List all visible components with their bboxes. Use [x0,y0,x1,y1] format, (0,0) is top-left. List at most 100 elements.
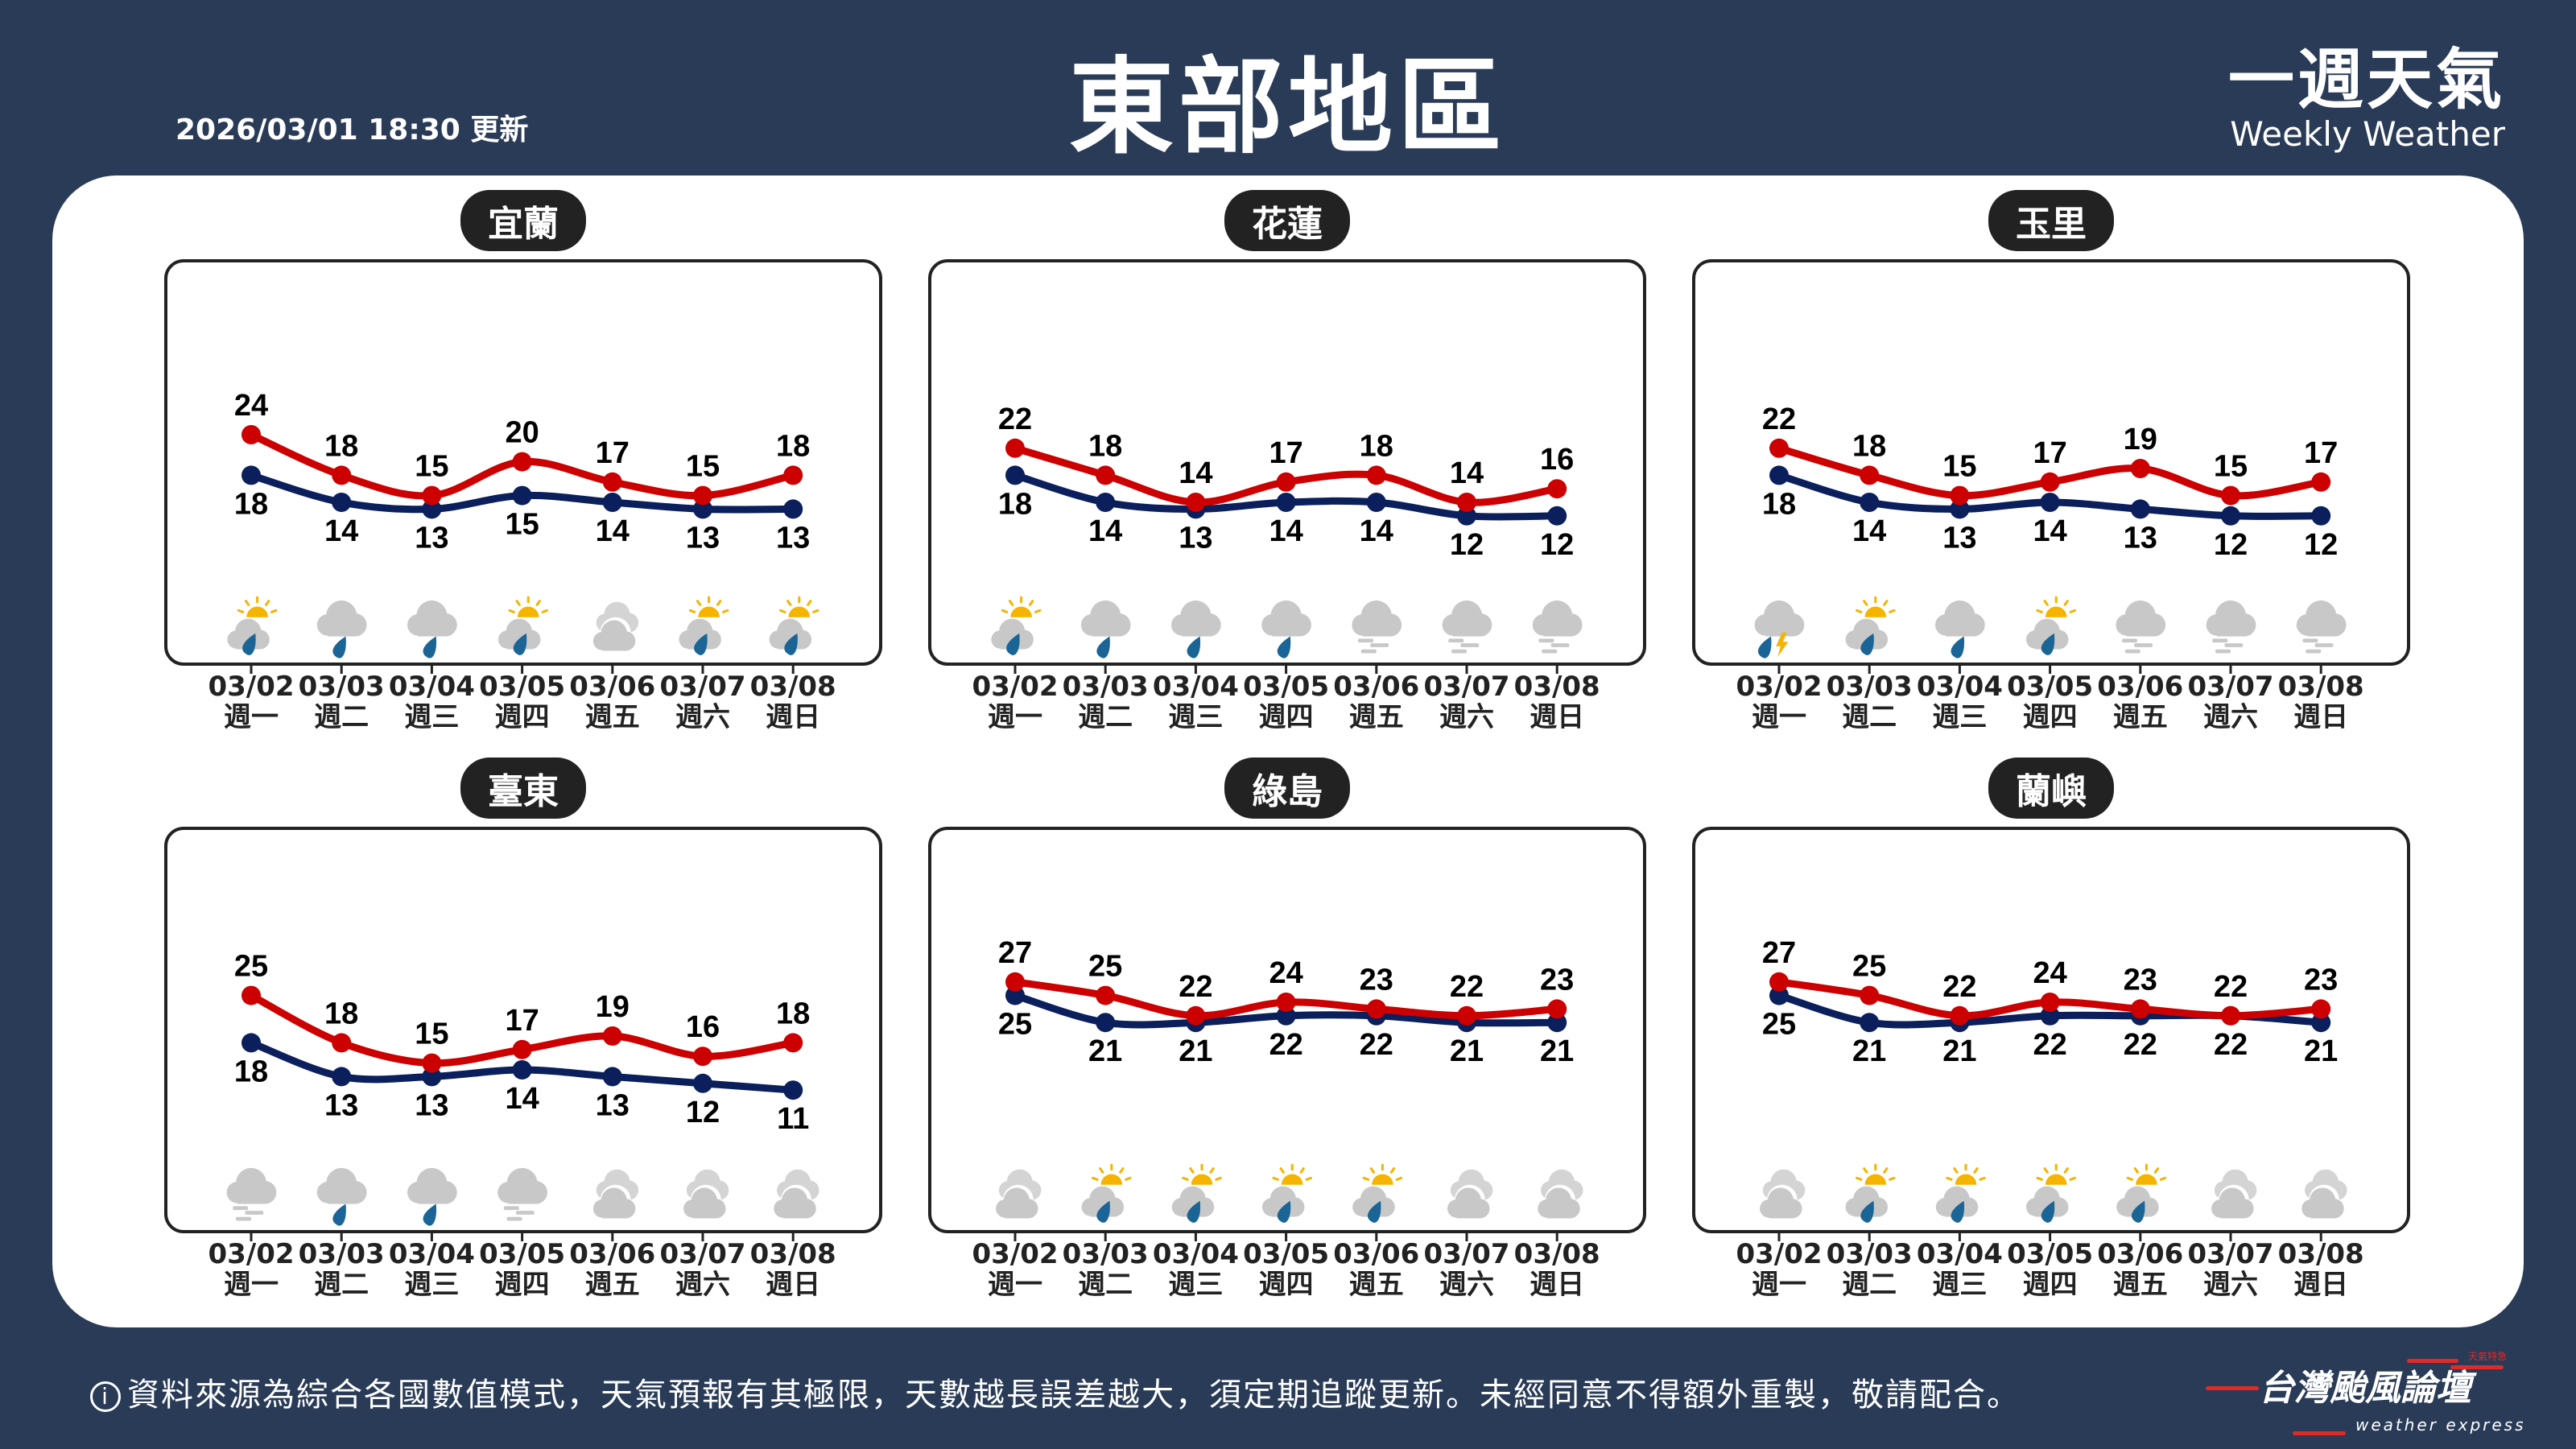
weekday-label: 週五 [1348,1269,1404,1301]
fog-icon [1352,600,1402,654]
partly-cloudy-rain-icon [1845,596,1896,655]
date-label: 03/02 [1736,1238,1823,1270]
high-temp-label: 17 [505,1004,539,1038]
low-temp-label: 22 [2124,1028,2157,1062]
low-temp-label: 21 [1179,1034,1212,1068]
partly-cloudy-rain-icon [1935,1163,1986,1223]
high-temp-label: 22 [1450,970,1484,1004]
high-temp-label: 18 [324,429,358,463]
weekday-label: 週日 [1530,701,1585,733]
low-temp-label: 12 [2214,528,2248,562]
date-label: 03/02 [972,1238,1059,1270]
low-temp-label: 12 [1540,528,1574,562]
low-temp-label: 22 [2214,1028,2248,1062]
high-temp-label: 17 [596,436,630,470]
high-temp-label: 16 [1540,443,1574,477]
temperature-chart: 25 21 21 22 22 22 21 27 25 22 24 23 22 23 [1760,936,2347,1241]
high-temp-point [512,1039,532,1059]
high-temp-point [1457,493,1476,512]
brand-en: Weekly Weather [2230,114,2505,154]
low-temp-point [1950,499,1970,519]
high-temp-label: 25 [234,950,268,984]
x-tick-label: 03/06 週五 [564,671,661,733]
high-temp-point [1769,972,1789,992]
date-label: 03/07 [2187,1238,2274,1270]
low-temp-label: 22 [1269,1028,1302,1062]
date-label: 03/04 [1152,671,1239,703]
low-temp-label: 14 [596,514,630,548]
high-temp-point [2311,999,2331,1019]
high-temp-label: 19 [596,990,630,1024]
x-tick-label: 03/05 週四 [1238,1239,1335,1300]
x-tick-label: 03/02 週一 [203,1239,299,1300]
low-temp-label: 18 [234,1055,268,1088]
partly-cloudy-rain-icon [2025,1163,2076,1223]
logo-stripe [2293,1431,2346,1435]
weekday-label: 週四 [2022,1269,2078,1301]
high-temp-point [1186,493,1206,512]
weekday-label: 週六 [2203,701,2258,733]
low-temp-point [1096,493,1116,512]
low-temp-label: 14 [2033,514,2066,548]
date-label: 03/06 [1333,671,1420,703]
x-tick-label: 03/07 週六 [2182,671,2279,733]
x-tick-label: 03/03 週二 [1057,1239,1154,1300]
weekday-label: 週五 [2112,701,2168,733]
region-title: 綠島 [1224,758,1350,819]
high-temp-label: 14 [1179,456,1212,490]
x-tick-label: 03/07 週六 [654,671,751,733]
cloudy-icon [774,1169,819,1219]
date-label: 03/06 [1333,1238,1420,1270]
fog-icon [226,1167,277,1221]
high-temp-point [1366,999,1386,1019]
cloudy-icon [996,1169,1042,1219]
date-label: 03/03 [1062,1238,1149,1270]
x-tick-label: 03/07 週六 [654,1239,751,1300]
high-temp-label: 22 [1179,970,1212,1004]
thunderstorm-icon [1754,600,1805,658]
partly-cloudy-rain-icon [1081,1163,1132,1223]
date-label: 03/04 [1916,1238,2003,1270]
date-label: 03/04 [1152,1238,1239,1270]
x-tick-label: 03/02 週一 [967,1239,1063,1300]
high-temp-label: 14 [1450,456,1484,490]
low-temp-point [2221,506,2240,526]
high-temp-label: 22 [998,402,1032,436]
fog-icon [1442,600,1492,654]
weekday-label: 週三 [404,701,460,733]
weekday-label: 週一 [1752,1269,1806,1301]
rain-icon [407,600,457,658]
plot-frame [1692,259,2410,666]
rain-icon [407,1167,457,1226]
fog-icon [1532,600,1583,654]
low-temp-label: 14 [1088,514,1122,548]
rain-icon [316,600,367,658]
weekday-label: 週四 [494,1269,550,1301]
cloudy-icon [683,1169,729,1219]
date-label: 03/03 [298,671,385,703]
date-label: 03/08 [2277,671,2364,703]
high-temp-point [1186,1005,1206,1026]
weekday-label: 週四 [1258,701,1314,733]
high-temp-label: 18 [776,997,810,1030]
high-temp-point [2221,1005,2240,1026]
high-temp-point [693,485,712,506]
low-temp-label: 12 [1450,528,1484,562]
weekday-label: 週一 [224,1269,279,1301]
low-temp-point [1860,493,1880,512]
high-temp-label: 17 [1269,436,1302,470]
low-temp-point [1860,1013,1880,1033]
low-temp-point [2040,493,2060,512]
x-tick-label: 03/07 週六 [1418,671,1515,733]
high-temp-label: 22 [1942,970,1976,1004]
plot-frame [928,259,1646,666]
high-temp-point [2311,472,2331,492]
temperature-chart: 18 14 13 15 14 13 13 24 18 15 20 17 15 18 [227,389,819,674]
high-temp-point [1366,465,1386,485]
high-temp-point [1096,985,1116,1005]
partly-cloudy-rain-icon [1171,1163,1222,1223]
date-label: 03/03 [1062,671,1149,703]
high-temp-label: 16 [686,1010,720,1044]
date-label: 03/06 [2097,1238,2184,1270]
high-temp-label: 24 [234,389,268,423]
